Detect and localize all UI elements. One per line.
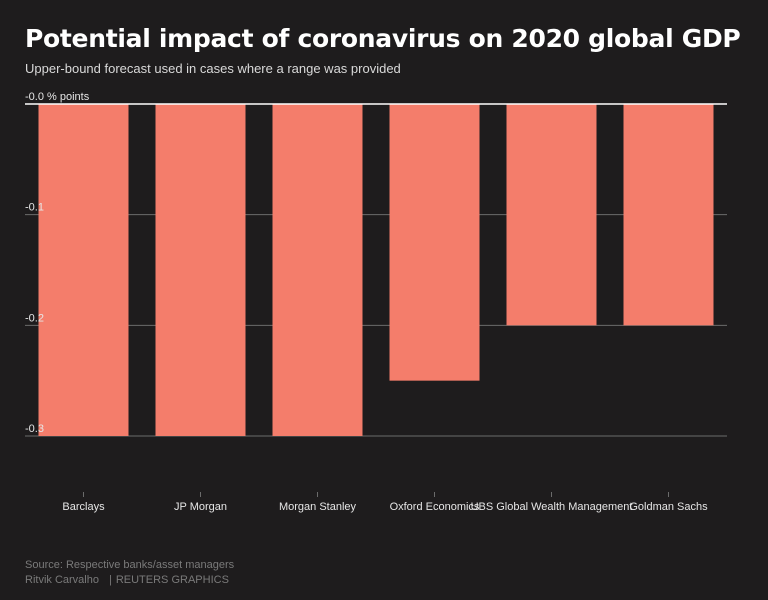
x-tick-label: UBS Global Wealth Management <box>471 501 633 513</box>
credit-separator: | <box>108 574 112 586</box>
bar <box>38 104 129 436</box>
bar <box>389 104 480 381</box>
x-tick-label: Barclays <box>62 501 105 513</box>
author-name: Ritvik Carvalho <box>25 574 99 586</box>
bar <box>272 104 363 436</box>
bar <box>623 104 714 326</box>
credit-line: Ritvik Carvalho | REUTERS GRAPHICS <box>25 574 229 586</box>
source-note: Source: Respective banks/asset managers <box>25 559 235 571</box>
x-tick-label: Goldman Sachs <box>629 501 708 513</box>
bar <box>506 104 597 326</box>
x-tick-label: Oxford Economics <box>390 501 480 513</box>
chart-title: Potential impact of coronavirus on 2020 … <box>25 24 741 53</box>
bars <box>38 104 714 436</box>
chart-subtitle: Upper-bound forecast used in cases where… <box>25 61 401 76</box>
gridlines <box>25 214 727 437</box>
x-tick-label: Morgan Stanley <box>279 501 357 513</box>
y-tick-label: -0.3 <box>25 423 44 435</box>
y-tick-label: -0.1 <box>25 202 44 214</box>
y-axis-tick-labels: -0.0 % points -0.1 -0.2 -0.3 <box>25 91 90 435</box>
x-tick-label: JP Morgan <box>174 501 227 513</box>
y-tick-label: -0.0 % points <box>25 91 90 103</box>
y-tick-label: -0.2 <box>25 312 44 324</box>
bar <box>155 104 246 436</box>
agency-name: REUTERS GRAPHICS <box>115 574 229 586</box>
x-axis-tick-labels: Barclays JP Morgan Morgan Stanley Oxford Ec… <box>62 492 708 513</box>
